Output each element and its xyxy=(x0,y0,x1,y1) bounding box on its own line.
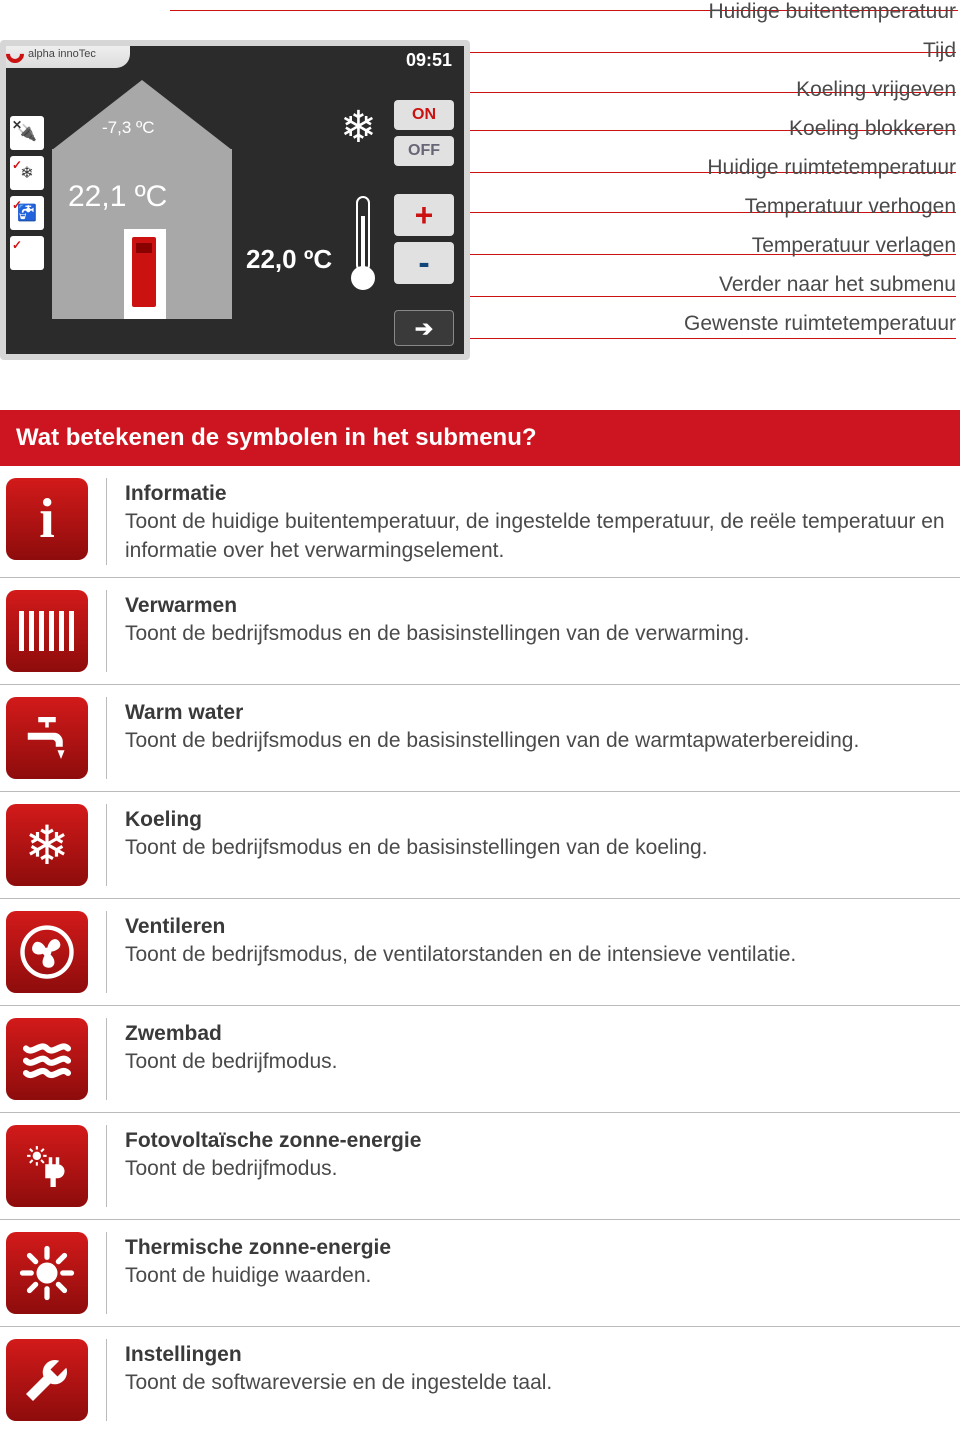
legend-title: Koeling xyxy=(125,808,202,831)
info-icon: i xyxy=(6,478,88,560)
thermometer-icon xyxy=(350,196,376,296)
clock-value: 09:51 xyxy=(406,50,452,71)
callout-labels: Huidige buitentemperatuur Tijd Koeling v… xyxy=(492,0,960,351)
legend-body: Toont de bedrijfsmodus, de ventilatorsta… xyxy=(125,943,796,966)
cooling-mode-icon: ❄ xyxy=(340,102,377,153)
wrench-icon xyxy=(6,1339,88,1421)
legend-body: Toont de bedrijfmodus. xyxy=(125,1050,337,1073)
callout-label: Temperatuur verlagen xyxy=(492,234,960,258)
legend-title: Verwarmen xyxy=(125,594,237,617)
sun-icon xyxy=(6,1232,88,1314)
cooling-off-button[interactable]: OFF xyxy=(394,136,454,166)
thermostat-display: alpha innoTec 09:51 ✕🔌 ✓❄ ✓🚰 ✓ -7,3 ºC 2… xyxy=(0,40,470,360)
legend-row: Warm water Toont de bedrijfsmodus en de … xyxy=(0,685,960,792)
legend-title: Informatie xyxy=(125,482,227,505)
legend-body: Toont de softwareversie en de ingestelde… xyxy=(125,1371,552,1394)
brand-logo-icon xyxy=(2,41,27,66)
legend-row: Zwembad Toont de bedrijfmodus. xyxy=(0,1006,960,1113)
legend-body: Toont de bedrijfsmodus en de basisinstel… xyxy=(125,836,708,859)
waves-icon xyxy=(6,1018,88,1100)
temp-decrease-button[interactable]: - xyxy=(394,242,454,284)
boiler-icon xyxy=(132,237,156,307)
legend-title: Ventileren xyxy=(125,915,225,938)
section-heading: Wat betekenen de symbolen in het submenu… xyxy=(0,410,960,466)
callout-label: Tijd xyxy=(492,39,960,63)
legend-row: ❄ Koeling Toont de bedrijfsmodus en de b… xyxy=(0,792,960,899)
callout-label: Verder naar het submenu xyxy=(492,273,960,297)
legend-body: Toont de huidige buitentemperatuur, de i… xyxy=(125,510,945,561)
sun-plug-icon xyxy=(6,1125,88,1207)
status-heating-icon: ✓ xyxy=(10,236,44,270)
outside-temp-value: -7,3 ºC xyxy=(102,118,155,138)
callout-label: Gewenste ruimtetemperatuur xyxy=(492,312,960,336)
legend-body: Toont de bedrijfsmodus en de basisinstel… xyxy=(125,729,859,752)
setpoint-temp-value: 22,0 ºC xyxy=(246,244,332,275)
legend-title: Instellingen xyxy=(125,1343,242,1366)
status-cooling-icon: ✓❄ xyxy=(10,156,44,190)
temp-increase-button[interactable]: + xyxy=(394,194,454,236)
legend-body: Toont de bedrijfmodus. xyxy=(125,1157,337,1180)
status-icon-column: ✕🔌 ✓❄ ✓🚰 ✓ xyxy=(10,116,44,276)
room-temp-value: 22,1 ºC xyxy=(68,180,167,214)
display-callout-diagram: alpha innoTec 09:51 ✕🔌 ✓❄ ✓🚰 ✓ -7,3 ºC 2… xyxy=(0,0,960,410)
legend-row: Fotovoltaïsche zonne-energie Toont de be… xyxy=(0,1113,960,1220)
callout-label: Huidige buitentemperatuur xyxy=(492,0,960,24)
legend-body: Toont de bedrijfsmodus en de basisinstel… xyxy=(125,622,750,645)
callout-label: Temperatuur verhogen xyxy=(492,195,960,219)
cooling-on-button[interactable]: ON xyxy=(394,100,454,130)
legend-row: i Informatie Toont de huidige buitentemp… xyxy=(0,466,960,578)
callout-label: Huidige ruimtetemperatuur xyxy=(492,156,960,180)
legend-title: Warm water xyxy=(125,701,243,724)
submenu-arrow-button[interactable]: ➔ xyxy=(394,310,454,346)
fan-icon xyxy=(6,911,88,993)
legend-row: Ventileren Toont de bedrijfsmodus, de ve… xyxy=(0,899,960,1006)
callout-label: Koeling vrijgeven xyxy=(492,78,960,102)
legend-row: Instellingen Toont de softwareversie en … xyxy=(0,1327,960,1433)
tap-icon xyxy=(6,697,88,779)
legend-row: Verwarmen Toont de bedrijfsmodus en de b… xyxy=(0,578,960,685)
legend-title: Thermische zonne-energie xyxy=(125,1236,391,1259)
brand-text: alpha innoTec xyxy=(28,48,96,60)
legend-title: Zwembad xyxy=(125,1022,222,1045)
symbol-legend: i Informatie Toont de huidige buitentemp… xyxy=(0,466,960,1433)
status-tap-icon: ✓🚰 xyxy=(10,196,44,230)
status-plug-icon: ✕🔌 xyxy=(10,116,44,150)
brand-badge: alpha innoTec xyxy=(0,40,130,68)
callout-label: Koeling blokkeren xyxy=(492,117,960,141)
legend-body: Toont de huidige waarden. xyxy=(125,1264,371,1287)
legend-title: Fotovoltaïsche zonne-energie xyxy=(125,1129,421,1152)
legend-row: Thermische zonne-energie Toont de huidig… xyxy=(0,1220,960,1327)
house-graphic: -7,3 ºC 22,1 ºC xyxy=(52,80,232,319)
snowflake-icon: ❄ xyxy=(6,804,88,886)
radiator-icon xyxy=(6,590,88,672)
